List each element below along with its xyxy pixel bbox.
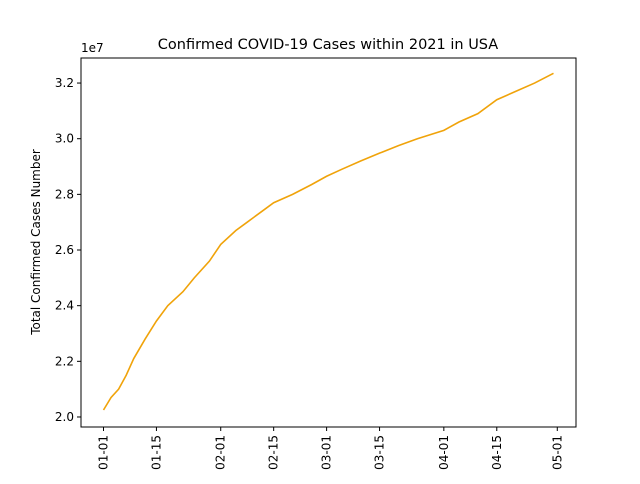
x-tick-label: 02-15 bbox=[267, 435, 281, 470]
plot-frame bbox=[80, 57, 577, 428]
x-tick-label: 04-01 bbox=[437, 435, 451, 470]
x-tick-label: 05-01 bbox=[550, 435, 564, 470]
y-axis-label: Total Confirmed Cases Number bbox=[29, 149, 43, 336]
y-offset-label: 1e7 bbox=[81, 41, 104, 55]
x-tick-label: 02-01 bbox=[214, 435, 228, 470]
x-tick-label: 03-01 bbox=[320, 435, 334, 470]
x-tick-label: 03-15 bbox=[373, 435, 387, 470]
y-tick-label: 3.2 bbox=[55, 76, 74, 90]
y-tick-label: 2.8 bbox=[55, 187, 74, 201]
y-tick-label: 2.0 bbox=[55, 410, 74, 424]
y-tick-label: 2.2 bbox=[55, 354, 74, 368]
x-tick-label: 01-01 bbox=[97, 435, 111, 470]
line-series bbox=[102, 72, 554, 411]
y-tick-label: 3.0 bbox=[55, 132, 74, 146]
chart-title: Confirmed COVID-19 Cases within 2021 in … bbox=[158, 37, 498, 53]
y-tick-label: 2.6 bbox=[55, 243, 74, 257]
y-tick-label: 2.4 bbox=[55, 299, 74, 313]
x-tick-label: 01-15 bbox=[149, 435, 163, 470]
x-tick-label: 04-15 bbox=[490, 435, 504, 470]
